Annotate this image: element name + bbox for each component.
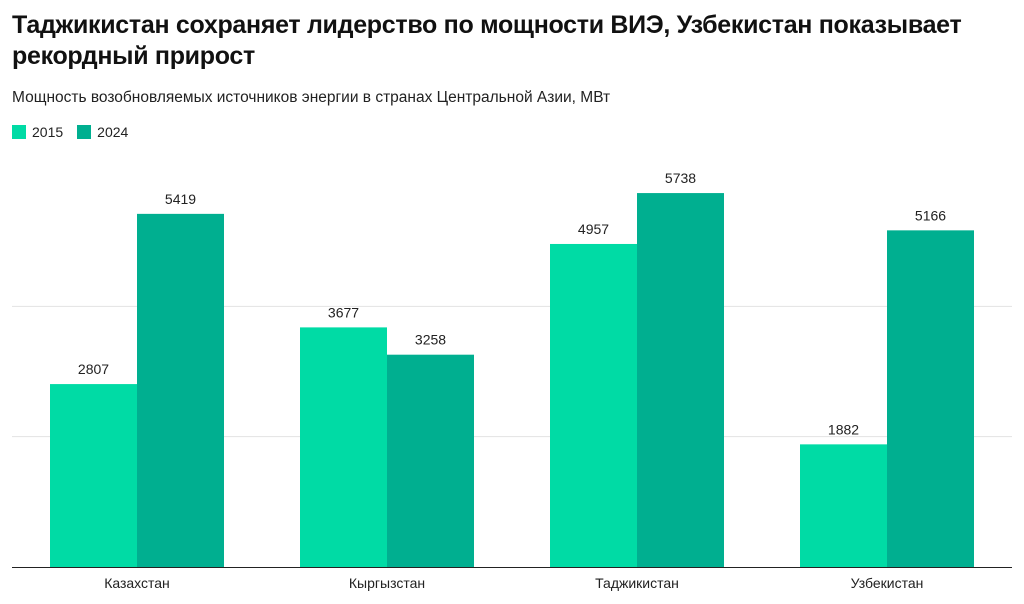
chart-subtitle: Мощность возобновляемых источников энерг… <box>12 89 611 106</box>
bar-2015-2 <box>300 327 387 567</box>
data-label-2024-2: 3258 <box>415 332 446 348</box>
category-label-2: Кыргызстан <box>349 575 425 591</box>
legend-label-2015: 2015 <box>32 124 64 140</box>
legend-swatch-2024 <box>77 125 92 139</box>
data-label-2024-4: 5166 <box>915 207 946 223</box>
data-label-2015-3: 4957 <box>578 221 609 237</box>
bar-2015-1 <box>50 384 137 567</box>
bar-2015-4 <box>800 444 887 567</box>
bar-2024-1 <box>137 213 224 568</box>
category-label-3: Таджикистан <box>595 575 679 591</box>
data-label-2024-3: 5738 <box>665 170 696 186</box>
bar-2015-3 <box>550 243 637 568</box>
legend-label-2024: 2024 <box>97 124 129 140</box>
bar-2024-3 <box>637 193 724 567</box>
data-label-2015-2: 3677 <box>328 304 359 320</box>
category-label-1: Казахстан <box>104 575 170 591</box>
legend-item-2015: 2015 <box>12 124 63 140</box>
chart-title: Таджикистан сохраняет лидерство по мощно… <box>12 11 962 70</box>
bar-2024-4 <box>887 230 974 567</box>
legend: 2015 2024 <box>12 124 142 140</box>
category-label-4: Узбекистан <box>851 575 924 591</box>
bar-2024-2 <box>387 354 474 567</box>
legend-swatch-2015 <box>12 125 26 139</box>
data-label-2024-1: 5419 <box>165 191 196 207</box>
legend-item-2024: 2024 <box>77 124 128 140</box>
data-label-2015-4: 1882 <box>828 421 859 437</box>
data-label-2015-1: 2807 <box>78 361 109 377</box>
